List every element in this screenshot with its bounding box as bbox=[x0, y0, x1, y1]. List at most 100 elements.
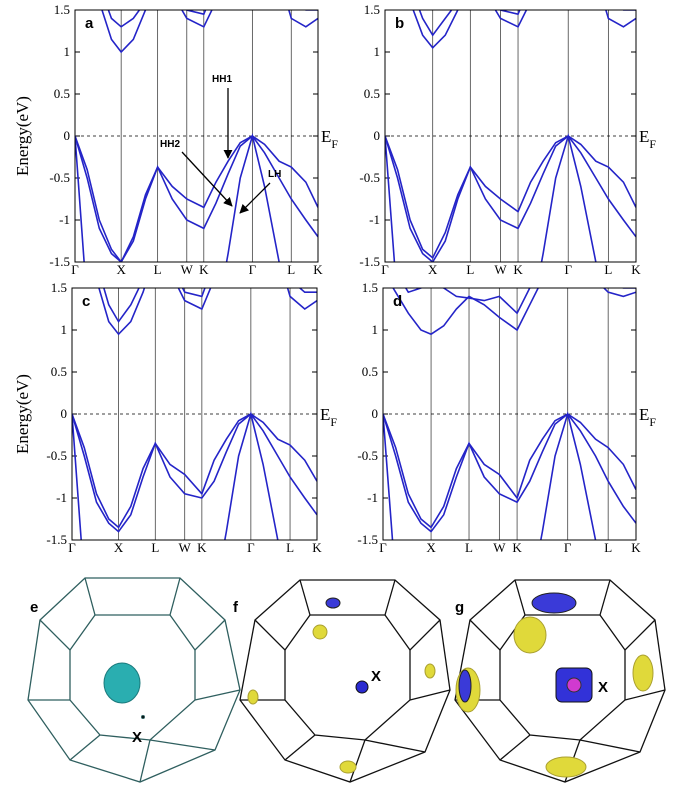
y-tick-label: -0.5 bbox=[357, 448, 378, 463]
brillouin-zone-f bbox=[240, 580, 450, 782]
x-tick-label: K bbox=[199, 262, 209, 277]
x-tick-label: W bbox=[494, 262, 507, 277]
x-tick-label: K bbox=[512, 540, 522, 555]
x-tick-label: K bbox=[513, 262, 523, 277]
y-tick-label: 0 bbox=[64, 128, 71, 143]
fermi-label: EF bbox=[639, 405, 656, 429]
y-tick-label: 1.5 bbox=[54, 2, 70, 17]
band-line bbox=[75, 136, 318, 262]
y-tick-label: 1.5 bbox=[364, 2, 380, 17]
fermi-label-main: E bbox=[320, 405, 330, 424]
annotation: HH1 bbox=[212, 74, 232, 85]
fermi-label: EF bbox=[321, 127, 338, 151]
x-tick-label: L bbox=[466, 262, 474, 277]
y-tick-label: -1.5 bbox=[359, 254, 380, 269]
band-line bbox=[383, 414, 636, 527]
point-label: X bbox=[598, 679, 608, 696]
x-tick-label: X bbox=[114, 540, 124, 555]
annotation-arrow bbox=[182, 152, 232, 206]
fermi-label: EF bbox=[320, 405, 337, 429]
panel-label: e bbox=[30, 599, 38, 616]
panel-label: f bbox=[233, 599, 239, 616]
band-line bbox=[385, 136, 636, 262]
annotation: HH2 bbox=[160, 139, 180, 150]
figure: ΓXLWKΓLK-1.5-1-0.500.511.5EFaEnergy(eV)H… bbox=[0, 0, 683, 788]
fermi-label-main: E bbox=[321, 127, 331, 146]
band-line bbox=[72, 414, 317, 532]
point-label: X bbox=[132, 729, 142, 746]
y-tick-label: 1.5 bbox=[362, 280, 378, 295]
x-tick-label: Γ bbox=[249, 262, 257, 277]
brillouin-zone-g bbox=[455, 580, 665, 782]
annotation: LH bbox=[268, 169, 281, 180]
band-line bbox=[385, 0, 636, 35]
brillouin-zone-e bbox=[28, 578, 240, 782]
x-tick-label: W bbox=[179, 540, 192, 555]
x-tick-label: Γ bbox=[564, 540, 572, 555]
y-tick-label: 0.5 bbox=[364, 86, 380, 101]
y-tick-label: -1 bbox=[367, 490, 378, 505]
x-tick-label: L bbox=[604, 262, 612, 277]
band-line bbox=[72, 414, 317, 527]
band-line bbox=[72, 170, 317, 321]
fermi-label-sub: F bbox=[649, 415, 656, 429]
y-tick-label: 1.5 bbox=[51, 280, 67, 295]
point-label: X bbox=[371, 668, 381, 685]
y-tick-label: -0.5 bbox=[49, 170, 70, 185]
x-tick-label: X bbox=[428, 262, 438, 277]
x-tick-label: W bbox=[181, 262, 194, 277]
y-tick-label: 1 bbox=[64, 44, 71, 59]
band-line bbox=[72, 414, 317, 649]
x-tick-label: X bbox=[426, 540, 436, 555]
band-line bbox=[383, 221, 636, 313]
x-tick-label: L bbox=[604, 540, 612, 555]
band-line bbox=[75, 136, 318, 262]
band-line bbox=[383, 414, 636, 532]
y-tick-label: 1 bbox=[61, 322, 68, 337]
panel-label: c bbox=[82, 293, 90, 310]
fermi-label-sub: F bbox=[331, 137, 338, 151]
y-tick-label: 0.5 bbox=[54, 86, 70, 101]
x-tick-label: Γ bbox=[379, 540, 387, 555]
y-axis-label: Energy(eV) bbox=[13, 96, 32, 176]
x-tick-label: K bbox=[631, 540, 641, 555]
panel-label: b bbox=[395, 15, 404, 32]
band-line bbox=[385, 0, 636, 48]
x-tick-label: L bbox=[286, 540, 294, 555]
y-tick-label: -1 bbox=[369, 212, 380, 227]
y-tick-label: 0.5 bbox=[362, 364, 378, 379]
panel-label: d bbox=[393, 293, 402, 310]
x-tick-label: L bbox=[465, 540, 473, 555]
y-tick-label: 0 bbox=[372, 406, 379, 421]
fermi-label-main: E bbox=[639, 405, 649, 424]
y-tick-label: -1.5 bbox=[357, 532, 378, 547]
y-tick-label: 0 bbox=[374, 128, 381, 143]
x-tick-label: Γ bbox=[247, 540, 255, 555]
y-tick-label: -1 bbox=[56, 490, 67, 505]
x-tick-label: L bbox=[151, 540, 159, 555]
y-tick-label: 1 bbox=[372, 322, 379, 337]
y-tick-label: 0 bbox=[61, 406, 68, 421]
x-tick-label: K bbox=[312, 540, 322, 555]
x-tick-label: Γ bbox=[68, 540, 76, 555]
y-axis-label: Energy(eV) bbox=[13, 374, 32, 454]
fermi-label-sub: F bbox=[330, 415, 337, 429]
x-tick-label: Γ bbox=[381, 262, 389, 277]
x-tick-label: Γ bbox=[564, 262, 572, 277]
y-tick-label: 1 bbox=[374, 44, 381, 59]
x-tick-label: W bbox=[493, 540, 506, 555]
y-tick-label: 0.5 bbox=[51, 364, 67, 379]
band-line bbox=[75, 0, 318, 52]
y-tick-label: -1.5 bbox=[49, 254, 70, 269]
x-tick-label: L bbox=[287, 262, 295, 277]
x-tick-label: X bbox=[116, 262, 126, 277]
y-tick-label: -1.5 bbox=[46, 532, 67, 547]
y-tick-label: -0.5 bbox=[46, 448, 67, 463]
band-line bbox=[383, 414, 636, 649]
fermi-label-sub: F bbox=[649, 137, 656, 151]
y-tick-label: -1 bbox=[59, 212, 70, 227]
x-tick-label: K bbox=[631, 262, 641, 277]
x-tick-label: L bbox=[154, 262, 162, 277]
